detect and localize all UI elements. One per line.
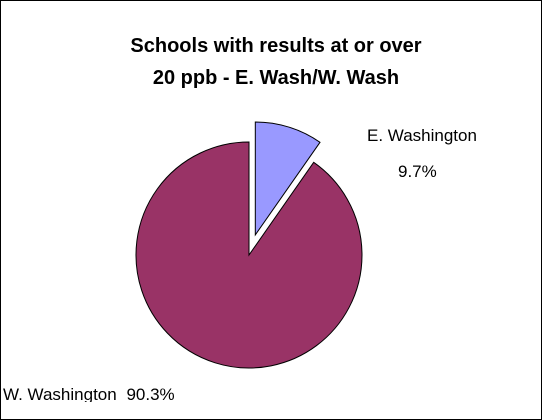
slice-label-w-washington-value: 90.3% <box>126 385 174 402</box>
pie-chart: Schools with results at or over 20 ppb -… <box>3 35 477 402</box>
pie-slice-w-washington <box>135 141 363 369</box>
pie-slice-e-washington <box>254 121 321 237</box>
slice-label-w-washington: W. Washington 90.3% <box>3 385 175 402</box>
chart-title-line-2: 20 ppb - E. Wash/W. Wash <box>153 67 399 89</box>
chart-title-line-1: Schools with results at or over <box>130 35 421 57</box>
slice-label-e-washington-value: 9.7% <box>398 162 437 181</box>
slice-label-w-washington-name: W. Washington <box>3 385 117 402</box>
slice-label-e-washington-name: E. Washington <box>367 126 477 145</box>
